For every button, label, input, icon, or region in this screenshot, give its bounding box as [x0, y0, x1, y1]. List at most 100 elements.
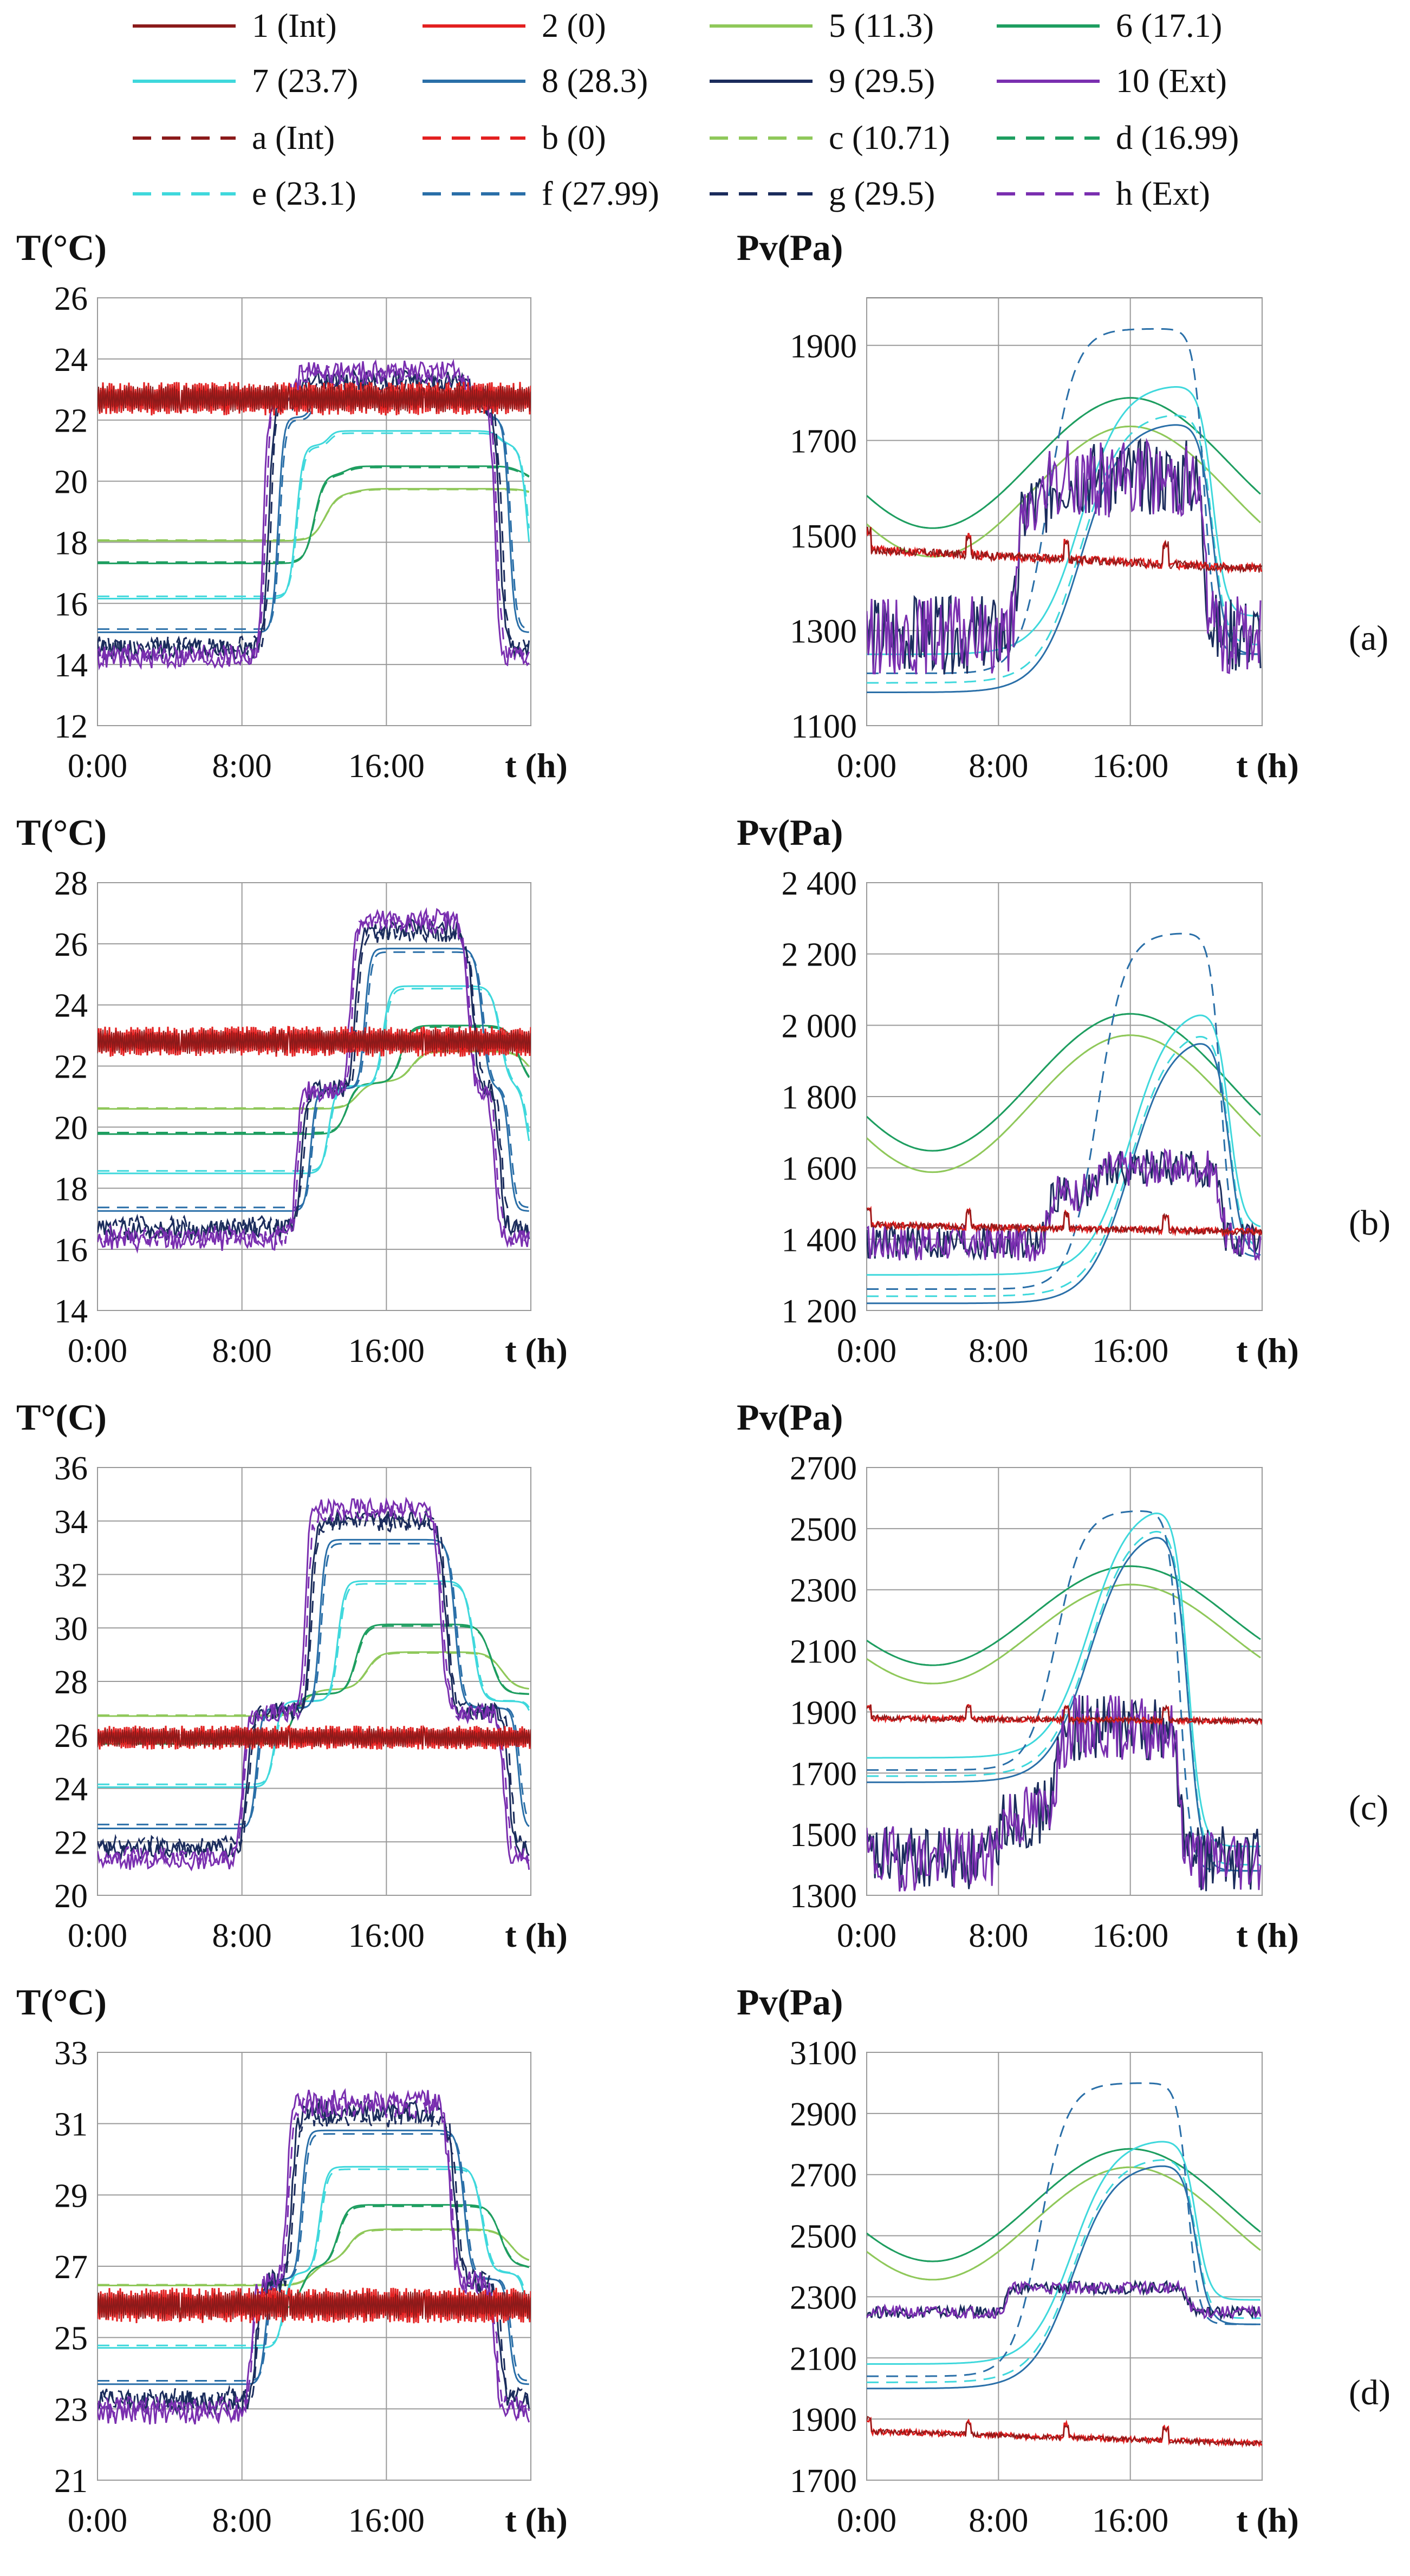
series-group	[98, 1496, 531, 1871]
series-solid-2	[98, 1049, 530, 1110]
series-solid-7	[867, 1014, 1261, 1276]
x-tick-label: 0:00	[68, 748, 127, 785]
x-tick-label: 16:00	[1092, 1918, 1168, 1954]
series-interior-1	[867, 2416, 1262, 2447]
x-axis-label: t (h)	[505, 1331, 568, 1369]
series-dashed-7	[98, 1503, 530, 1867]
x-tick-label: 0:00	[837, 1918, 896, 1954]
series-solid-5	[98, 948, 529, 1212]
legend: 1 (Int) 2 (0) 5 (11.3) 6 (17.1) 7 (23.7) 8 (2…	[0, 0, 1410, 227]
legend-label: b (0)	[542, 120, 606, 156]
legend-label: a (Int)	[252, 120, 335, 156]
y-tick-label: 26	[54, 927, 88, 963]
legend-label: 5 (11.3)	[829, 8, 934, 44]
y-tick-label: 22	[54, 1049, 88, 1086]
series-interior-1	[867, 1704, 1262, 1726]
panel-label: (b)	[1349, 1203, 1390, 1243]
series-solid-10	[867, 2279, 1262, 2320]
series-solid-10	[867, 1693, 1262, 1892]
legend-label: 7 (23.7)	[252, 63, 358, 100]
y-tick-label: 1300	[790, 1878, 857, 1915]
y-tick-label: 1700	[790, 1756, 857, 1792]
y-axis-label: Pv(Pa)	[737, 227, 843, 268]
legend-label: 2 (0)	[542, 8, 606, 44]
y-tick-label: 2500	[790, 1511, 857, 1548]
y-tick-label: 1700	[790, 2463, 857, 2500]
legend-entry: 2 (0)	[423, 8, 606, 44]
series-solid-5	[98, 2129, 529, 2385]
legend-entry: 7 (23.7)	[133, 63, 358, 100]
y-tick-label: 22	[54, 1824, 88, 1861]
series-solid-7	[867, 1512, 1260, 1848]
y-tick-label: 2300	[790, 2279, 857, 2316]
y-axis-label: T°(C)	[16, 1397, 107, 1438]
chart-panel-b-vapour: 1 200 1 400 1 600 1 800 2 000 2 200 2 400 0:00 8…	[737, 812, 1390, 1369]
y-tick-label: 30	[54, 1610, 88, 1647]
y-axis-label: T(°C)	[16, 1981, 107, 2023]
y-tick-label: 25	[54, 2320, 88, 2357]
y-tick-label: 24	[54, 342, 88, 379]
chart-panel-a-vapour: 1100 1300 1500 1700 1900 0:00 8:00 16:00 t (h) Pv…	[737, 227, 1388, 785]
series-dashed-f	[867, 328, 1260, 674]
y-tick-label: 20	[54, 1878, 88, 1915]
y-tick-label: 33	[54, 2035, 88, 2072]
series-dashed-e	[867, 1036, 1261, 1297]
y-tick-label: 2 200	[782, 937, 857, 974]
chart-panel-b-temperature: 14 16 18 20 22 24 26 28 0:00 8:00 16:00 t (h) T(°C)	[16, 812, 568, 1369]
y-tick-label: 29	[54, 2177, 88, 2214]
legend-entry: 6 (17.1)	[997, 8, 1222, 44]
y-tick-label: 26	[54, 1718, 88, 1755]
y-tick-label: 27	[54, 2249, 88, 2286]
y-tick-label: 2700	[790, 1450, 857, 1487]
y-tick-label: 32	[54, 1557, 88, 1594]
series-dashed-f	[867, 2082, 1260, 2377]
series-solid-10	[867, 438, 1262, 675]
x-tick-label: 8:00	[212, 1333, 272, 1369]
y-tick-label: 2100	[790, 2340, 857, 2377]
x-tick-label: 0:00	[837, 748, 896, 785]
legend-label: 8 (28.3)	[542, 63, 648, 100]
x-tick-label: 16:00	[1092, 2502, 1168, 2539]
chart-panel-c-vapour: 1300 1500 1700 1900 2100 2300 2500 2700 0:00 8:00…	[737, 1397, 1388, 1954]
series-solid-4	[98, 2166, 530, 2349]
series-interior-1	[98, 385, 531, 413]
series-solid-3	[98, 465, 530, 564]
series-dashed-7	[98, 2093, 530, 2423]
series-dashed-d	[867, 2148, 1261, 2262]
y-tick-label: 26	[54, 281, 88, 317]
series-dashed-d	[867, 1013, 1262, 1152]
series-group	[98, 2088, 531, 2425]
series-solid-7	[98, 907, 530, 1254]
series-dashed-d	[867, 1565, 1261, 1666]
series-dashed-7	[98, 363, 530, 667]
legend-entry: e (23.1)	[133, 175, 356, 212]
y-tick-label: 28	[54, 865, 88, 902]
legend-entry: b (0)	[423, 120, 606, 156]
panel-label: (a)	[1349, 618, 1388, 658]
x-tick-label: 8:00	[969, 2502, 1028, 2539]
x-tick-label: 8:00	[212, 2502, 272, 2539]
legend-label: 10 (Ext)	[1116, 63, 1227, 100]
x-tick-label: 0:00	[837, 1333, 896, 1369]
y-tick-label: 1100	[791, 708, 857, 745]
y-tick-label: 18	[54, 525, 88, 562]
series-dashed-4	[98, 2168, 530, 2346]
series-solid-10	[867, 1147, 1262, 1262]
y-tick-label: 16	[54, 586, 88, 623]
x-axis-label: t (h)	[505, 2501, 568, 2539]
chart-panel-d-vapour: 1700 1900 2100 2300 2500 2700 2900 3100 0:00 8:00…	[737, 1981, 1390, 2539]
plot-area	[866, 2052, 1263, 2481]
series-solid-6	[98, 368, 530, 662]
y-tick-label: 1500	[790, 1817, 857, 1854]
legend-entry: a (Int)	[133, 120, 335, 156]
x-axis-label: t (h)	[1236, 746, 1299, 785]
series-dashed-c	[867, 1583, 1261, 1685]
series-group	[98, 358, 531, 670]
series-dashed-4	[98, 432, 530, 597]
y-tick-label: 20	[54, 464, 88, 501]
y-tick-label: 1700	[790, 423, 857, 460]
x-axis-label: t (h)	[1236, 2501, 1299, 2539]
y-tick-label: 36	[54, 1450, 88, 1487]
x-tick-label: 8:00	[969, 1333, 1028, 1369]
y-tick-label: 1 200	[782, 1293, 857, 1330]
